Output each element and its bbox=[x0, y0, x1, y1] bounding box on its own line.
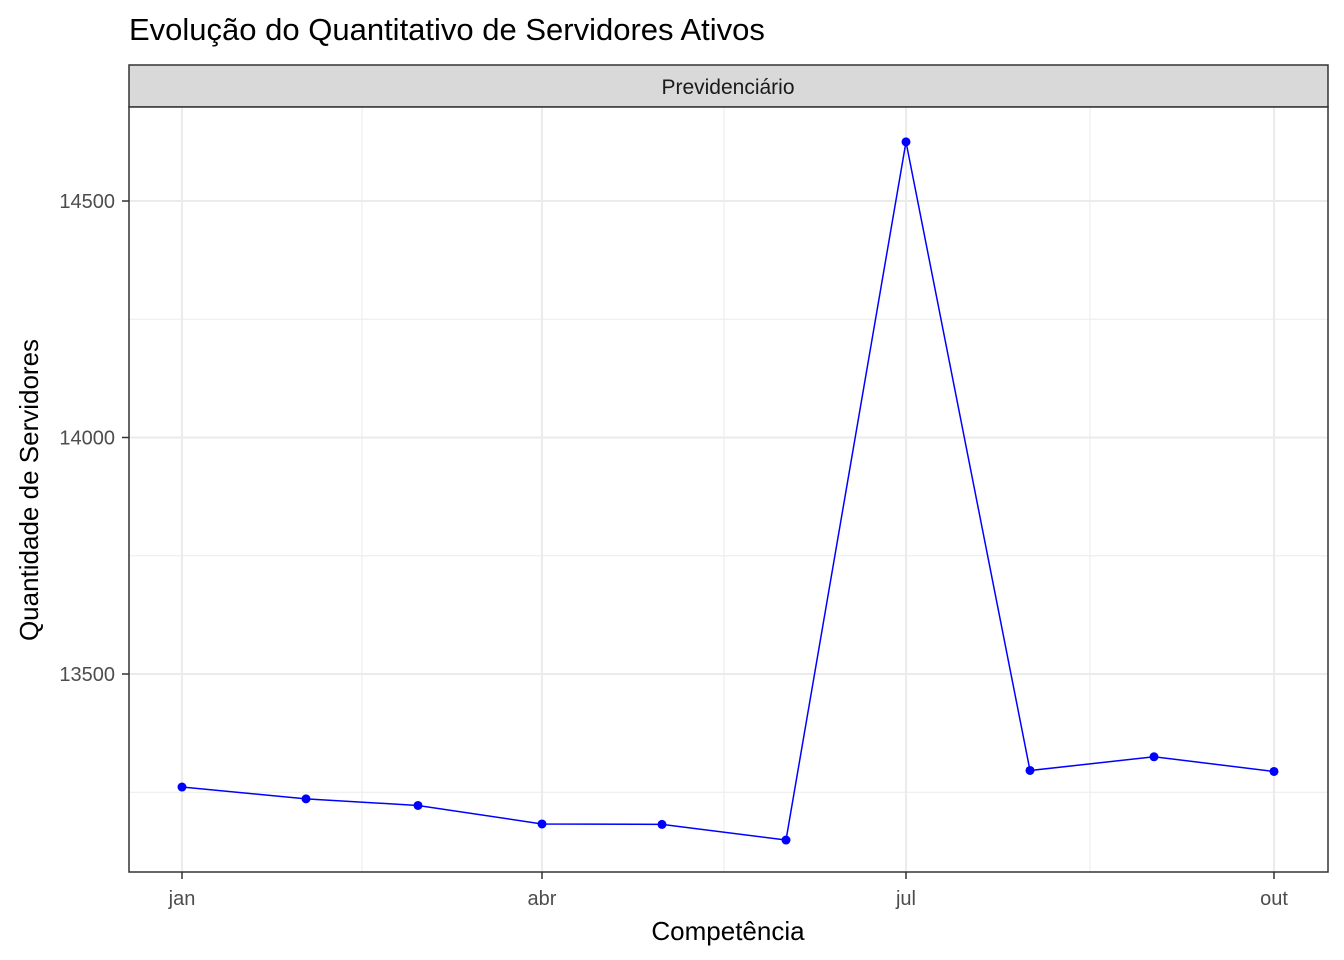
y-axis-title: Quantidade de Servidores bbox=[14, 339, 44, 641]
y-axis: 13500 14000 14500 bbox=[59, 191, 129, 686]
facet-strip-label: Previdenciário bbox=[661, 76, 794, 99]
data-point bbox=[413, 800, 423, 810]
chart-title: Evolução do Quantitativo de Servidores A… bbox=[129, 12, 765, 47]
grid-minor bbox=[129, 107, 1328, 872]
data-point bbox=[537, 819, 547, 829]
data-point bbox=[1269, 766, 1279, 776]
data-point bbox=[901, 137, 911, 147]
y-tick-label: 14000 bbox=[59, 428, 115, 450]
data-point bbox=[657, 819, 667, 829]
x-tick-label: abr bbox=[528, 888, 557, 910]
plot-panel-border bbox=[128, 106, 1329, 873]
series-line bbox=[181, 141, 1275, 841]
data-point bbox=[301, 794, 311, 804]
x-tick-label: jan bbox=[168, 888, 196, 910]
y-tick-label: 14500 bbox=[59, 191, 115, 213]
x-axis-title: Competência bbox=[651, 916, 805, 946]
data-point bbox=[1025, 765, 1035, 775]
plot-panel bbox=[129, 107, 1328, 872]
facet-strip bbox=[128, 64, 1329, 108]
x-axis: jan abr jul out bbox=[168, 872, 1288, 910]
grid-major bbox=[129, 107, 1328, 872]
y-tick-label: 13500 bbox=[59, 664, 115, 686]
data-point bbox=[1149, 752, 1159, 762]
data-point bbox=[177, 782, 187, 792]
x-tick-label: out bbox=[1260, 888, 1288, 910]
data-point bbox=[781, 835, 791, 845]
x-tick-label: jul bbox=[895, 888, 916, 910]
data-series bbox=[177, 137, 1279, 845]
